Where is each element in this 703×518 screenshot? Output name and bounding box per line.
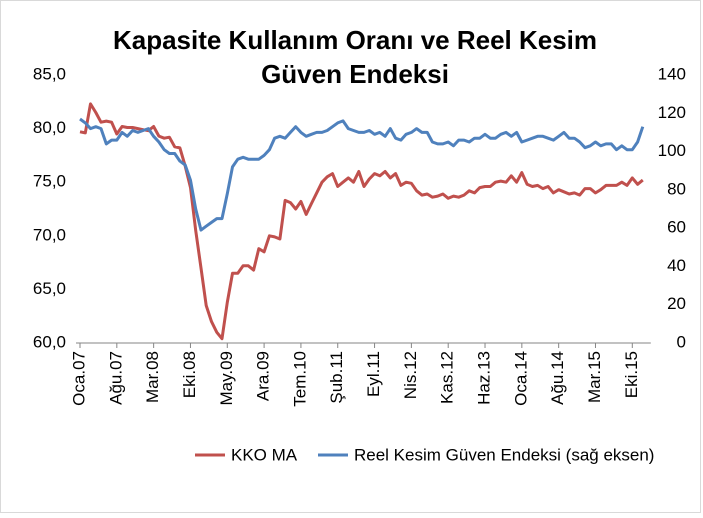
y2-tick-label: 80 xyxy=(667,179,686,198)
x-tick-label: Oca.07 xyxy=(69,351,88,406)
y2-tick-label: 140 xyxy=(658,64,686,83)
x-tick-label: May.09 xyxy=(217,351,236,406)
y2-tick-label: 60 xyxy=(667,218,686,237)
x-tick-label: Oca.14 xyxy=(511,351,530,406)
data-line xyxy=(79,117,645,232)
y-tick-label: 60,0 xyxy=(33,332,66,351)
y2-tick-label: 0 xyxy=(677,332,686,351)
y2-tick-label: 100 xyxy=(658,141,686,160)
x-tick-label: Haz.13 xyxy=(475,351,494,405)
y-tick-label: 65,0 xyxy=(33,279,66,298)
x-tick-label: Nis.12 xyxy=(401,351,420,399)
x-tick-label: Şub.11 xyxy=(327,351,346,404)
x-tick-label: Mar.15 xyxy=(585,351,604,403)
chart-title: Kapasite Kullanım Oranı ve Reel Kesim xyxy=(113,25,597,55)
data-line xyxy=(79,102,644,341)
y2-tick-label: 120 xyxy=(658,103,686,122)
y-tick-label: 80,0 xyxy=(33,118,66,137)
legend-label: KKO MA xyxy=(231,445,298,464)
x-tick-label: Kas.12 xyxy=(438,351,457,404)
y-tick-label: 85,0 xyxy=(33,64,66,83)
chart-title: Güven Endeksi xyxy=(261,59,449,89)
x-tick-label: Ağu.07 xyxy=(106,351,125,405)
y-tick-label: 70,0 xyxy=(33,225,66,244)
x-tick-label: Tem.10 xyxy=(290,351,309,407)
y2-tick-label: 40 xyxy=(667,256,686,275)
x-tick-label: Ağu.14 xyxy=(548,351,567,405)
x-tick-label: Eki.15 xyxy=(622,351,641,398)
y-tick-label: 75,0 xyxy=(33,172,66,191)
y2-tick-label: 20 xyxy=(667,294,686,313)
x-tick-label: Eki.08 xyxy=(180,351,199,398)
legend-label: Reel Kesim Güven Endeksi (sağ eksen) xyxy=(354,445,654,464)
x-tick-label: Mar.08 xyxy=(143,351,162,403)
x-tick-label: Ara.09 xyxy=(254,351,273,401)
x-tick-label: Eyl.11 xyxy=(364,351,383,397)
